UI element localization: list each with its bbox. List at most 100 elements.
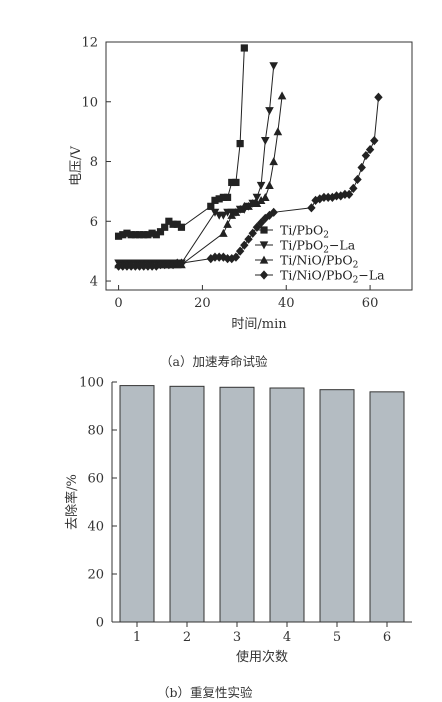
data-point: [374, 92, 383, 102]
data-point: [236, 139, 244, 148]
data-point: [223, 193, 232, 201]
data-point: [231, 207, 241, 216]
data-point: [269, 62, 278, 71]
x-tick-label-b: 5: [333, 630, 341, 645]
x-axis-title-b: 使用次数: [236, 649, 288, 665]
x-tick-label-b: 4: [283, 630, 291, 645]
series-line: [118, 47, 245, 237]
data-point: [219, 211, 228, 220]
y-tick-label-b: 100: [79, 376, 104, 391]
legend-a: Ti/PbO2Ti/PbO2−LaTi/NiO/PbO2Ti/NiO/PbO2−…: [255, 223, 385, 286]
y-tick-label-a: 12: [81, 36, 98, 51]
data-point: [231, 252, 241, 262]
data-point: [228, 178, 236, 187]
data-point: [156, 228, 165, 236]
legend-label: Ti/PbO2: [280, 223, 329, 241]
data-point: [206, 254, 215, 264]
data-point: [240, 240, 249, 250]
data-point: [227, 210, 237, 219]
series-4: [114, 92, 383, 271]
y-tick-label-b: 20: [87, 568, 104, 583]
x-tick-label-a: 0: [114, 296, 122, 311]
data-point: [235, 204, 245, 213]
x-tick-label-b: 1: [133, 630, 141, 645]
data-point: [177, 223, 186, 231]
data-point: [269, 157, 278, 166]
y-axis-title-b: 去除率/%: [64, 474, 80, 530]
data-point: [265, 107, 274, 116]
x-tick-label-b: 6: [383, 630, 391, 645]
data-point: [265, 181, 274, 190]
y-tick-label-a: 8: [90, 155, 98, 170]
data-point: [256, 181, 266, 190]
legend-label: Ti/PbO2−La: [280, 238, 356, 256]
data-point: [152, 231, 160, 239]
data-point: [144, 231, 152, 239]
y-tick-label-a: 6: [90, 215, 98, 230]
x-tick-label-b: 2: [183, 630, 191, 645]
data-point: [219, 228, 228, 237]
data-point: [173, 220, 181, 228]
bar: [219, 386, 255, 623]
data-point: [215, 195, 223, 203]
legend-label: Ti/NiO/PbO2−La: [280, 268, 385, 286]
data-point: [207, 202, 215, 210]
data-point: [177, 258, 186, 268]
data-point: [232, 178, 240, 187]
data-point: [244, 201, 253, 210]
data-point: [127, 231, 135, 239]
bar: [369, 391, 405, 623]
data-point: [161, 223, 169, 231]
x-tick-label-a: 40: [278, 296, 295, 311]
data-point: [235, 246, 245, 256]
x-tick-label-a: 20: [194, 296, 211, 311]
y-tick-label-a: 10: [81, 95, 98, 110]
y-tick-label-b: 40: [87, 520, 104, 535]
y-tick-label-b: 0: [96, 616, 104, 631]
y-tick-label-b: 80: [87, 424, 104, 439]
data-point: [365, 144, 375, 155]
legend-marker: [260, 226, 268, 234]
data-point: [219, 193, 227, 201]
data-point: [169, 220, 177, 228]
data-point: [211, 196, 219, 204]
data-point: [219, 252, 228, 262]
data-point: [353, 174, 362, 185]
data-point: [260, 137, 270, 146]
data-point: [277, 91, 287, 100]
data-point: [252, 198, 262, 207]
data-point: [349, 183, 358, 194]
bar: [319, 389, 355, 623]
data-point: [357, 162, 366, 173]
data-point: [252, 193, 262, 202]
data-point: [240, 44, 248, 52]
caption-b: （b）重复性实验: [157, 685, 253, 700]
plot-frame-a: [105, 41, 413, 291]
data-point: [165, 217, 173, 225]
series-1: [114, 44, 248, 240]
y-tick-label-b: 60: [87, 472, 104, 487]
legend-marker: [259, 270, 269, 280]
data-point: [307, 203, 316, 213]
bar: [119, 385, 155, 623]
data-point: [244, 234, 253, 244]
removal-bar-chart: [111, 381, 412, 627]
bar: [269, 387, 305, 623]
series-line: [118, 95, 283, 266]
data-point: [370, 136, 379, 146]
x-tick-label-b: 3: [233, 630, 241, 645]
y-tick-label-a: 4: [90, 275, 98, 290]
data-point: [260, 192, 270, 201]
caption-a: （a）加速寿命试验: [160, 354, 268, 369]
data-point: [135, 231, 144, 239]
data-point: [273, 127, 283, 136]
legend-marker: [259, 255, 269, 264]
x-tick-label-a: 60: [362, 296, 379, 311]
y-axis-title-a: 电压/V: [69, 146, 84, 186]
data-point: [210, 208, 220, 217]
data-point: [223, 219, 232, 228]
data-point: [344, 189, 354, 199]
data-point: [256, 195, 266, 204]
data-point: [123, 229, 131, 237]
